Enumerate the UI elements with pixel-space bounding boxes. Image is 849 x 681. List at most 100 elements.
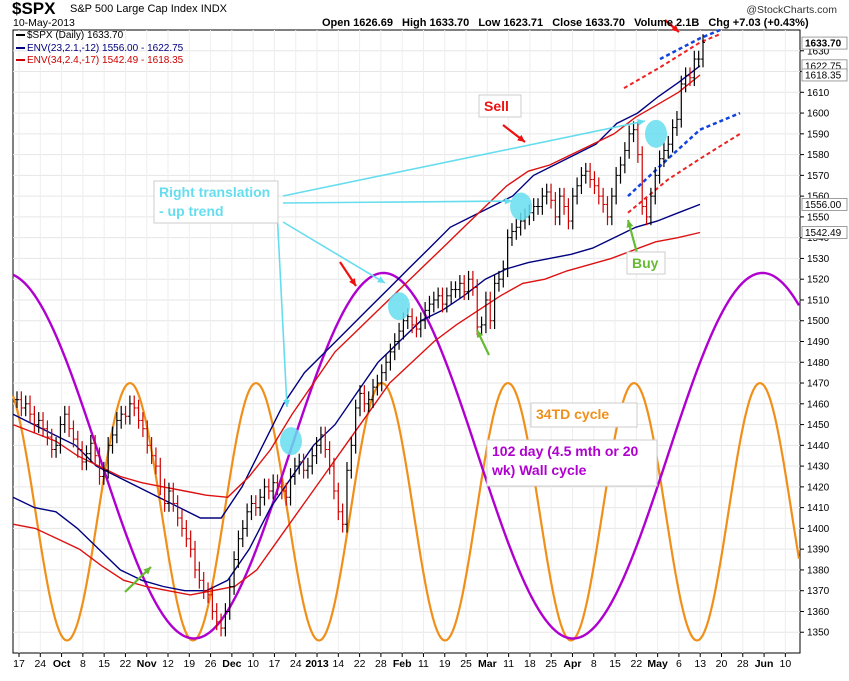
cycle34-label-box — [530, 402, 638, 428]
y-tick-label: 1420 — [807, 482, 830, 493]
x-tick-label: Oct — [53, 658, 71, 670]
x-tick-label: Feb — [393, 658, 412, 670]
right-translation-label-text: - up trend — [159, 203, 224, 219]
y-tick-label: 1510 — [807, 295, 830, 306]
buy-label-text: Buy — [632, 255, 659, 271]
x-tick-label: 20 — [716, 658, 728, 670]
y-tick-label: 1440 — [807, 441, 830, 452]
y-value-tag-label: 1618.35 — [805, 70, 842, 81]
change-value: Chg +7.03 (+0.43%) — [708, 17, 809, 29]
highlight-circle — [510, 192, 532, 221]
stockcharts-brand[interactable]: @StockCharts.com — [746, 4, 837, 16]
x-tick-label: 22 — [354, 658, 366, 670]
cyan-arrow-2-head — [377, 276, 385, 283]
cyan-arrow-4-head — [637, 119, 645, 126]
red-arrow-2-head — [349, 278, 356, 286]
y-tick-label: 1470 — [807, 379, 830, 390]
env23-upper-line — [12, 65, 701, 519]
cycle-layer — [11, 271, 801, 642]
x-tick-label: Jun — [755, 658, 774, 670]
y-value-tag-label: 1556.00 — [805, 200, 842, 211]
x-tick-label: 26 — [205, 658, 217, 670]
wall-cycle-label-box — [486, 439, 658, 487]
cycle-34td-line — [11, 382, 801, 642]
volume-value: Volume 2.1B — [634, 17, 700, 29]
x-tick-label: 22 — [630, 658, 642, 670]
legend-label-env34: ENV(34,2.4,-17) 1542.49 - 1618.35 — [27, 55, 184, 66]
x-tick-label: 8 — [591, 658, 597, 670]
y-tick-label: 1350 — [807, 628, 830, 639]
y-axis: 1350 1360 1370 1380 1390 1400 1410 1420 1430 1440… — [800, 36, 848, 639]
y-value-tag — [801, 36, 848, 50]
x-tick-label: 8 — [80, 658, 86, 670]
wall-cycle-label-text: 102 day (4.5 mth or 20 — [492, 443, 639, 459]
y-value-tag-label: 1622.75 — [805, 61, 842, 72]
grid — [13, 30, 800, 653]
x-tick-label: 12 — [162, 658, 174, 670]
highlight-circle — [388, 292, 410, 321]
high-value: High 1633.70 — [402, 17, 470, 29]
env23-upper-projection — [659, 28, 721, 61]
x-tick-label: 19 — [439, 658, 451, 670]
legend: $SPX (Daily) 1633.70 ENV(23,2.1,-12) 155… — [16, 30, 183, 68]
cyan-arrow-1 — [276, 209, 288, 408]
x-tick-label: 10 — [780, 658, 792, 670]
highlight-circle — [645, 119, 667, 148]
legend-label-env23: ENV(23,2.1,-12) 1556.00 - 1622.75 — [27, 42, 184, 54]
env34-upper-projection — [623, 33, 721, 90]
legend-item-price: $SPX (Daily) 1633.70 — [16, 30, 183, 43]
y-tick-label: 1580 — [807, 150, 830, 161]
legend-item-env23: ENV(23,2.1,-12) 1556.00 - 1622.75 — [16, 43, 183, 56]
x-tick-label: 25 — [460, 658, 472, 670]
low-value: Low 1623.71 — [478, 17, 544, 29]
green-arrow-2-head — [476, 330, 484, 338]
x-tick-label: 10 — [247, 658, 259, 670]
x-tick-label: 15 — [609, 658, 621, 670]
x-tick-label: 22 — [120, 658, 132, 670]
y-tick-label: 1610 — [807, 88, 830, 99]
cyan-arrow-4 — [282, 120, 646, 197]
x-tick-label: Apr — [563, 658, 581, 670]
price-bars — [15, 34, 705, 637]
x-tick-label: Dec — [222, 658, 241, 670]
sell-arrow-head — [517, 134, 525, 142]
right-translation-label-box — [153, 180, 279, 224]
highlight-circle — [280, 427, 302, 456]
y-tick-label: 1400 — [807, 524, 830, 535]
x-tick-label: 15 — [98, 658, 110, 670]
envelope-layer — [12, 28, 741, 596]
y-tick-label: 1560 — [807, 192, 830, 203]
x-tick-label: 17 — [13, 658, 25, 670]
annotation-layer: Right translation - up trend Sell Buy 34TD c… — [124, 19, 680, 593]
env34-projection — [627, 132, 741, 214]
wall-cycle-label-text: wk) Wall cycle — [491, 462, 587, 478]
y-value-tag-label: 1633.70 — [805, 39, 842, 50]
y-tick-label: 1370 — [807, 586, 830, 597]
y-tick-label: 1500 — [807, 316, 830, 327]
x-tick-label: 19 — [183, 658, 195, 670]
y-tick-label: 1490 — [807, 337, 830, 348]
y-tick-label: 1570 — [807, 171, 830, 182]
cyan-arrow-3 — [282, 200, 513, 204]
x-tick-label: 24 — [34, 658, 46, 670]
env23-lower-line — [12, 203, 701, 592]
x-axis: 17 24 Oct 8 15 22 Nov 12 19 26 Dec 10 17 24 2013 14 22 28… — [13, 653, 791, 670]
y-tick-label: 1390 — [807, 545, 830, 556]
y-value-tag-label: 1542.49 — [805, 228, 842, 239]
y-value-tag — [801, 198, 848, 211]
red-arrow-3-head — [671, 24, 679, 32]
x-tick-label: 6 — [676, 658, 682, 670]
x-tick-label: 11 — [418, 658, 429, 670]
green-arrow-3-head — [143, 567, 151, 575]
x-tick-label: Mar — [478, 658, 497, 670]
x-tick-label: 28 — [737, 658, 749, 670]
x-tick-label: 2013 — [305, 658, 329, 670]
sell-label-text: Sell — [484, 98, 509, 114]
cyan-arrow-2 — [282, 221, 386, 284]
buy-label-box — [626, 251, 666, 275]
x-tick-label: 25 — [545, 658, 557, 670]
index-name: S&P 500 Large Cap Index INDX — [70, 3, 227, 15]
symbol: $SPX — [12, 0, 56, 18]
cyan-arrow-1-head — [283, 399, 291, 407]
